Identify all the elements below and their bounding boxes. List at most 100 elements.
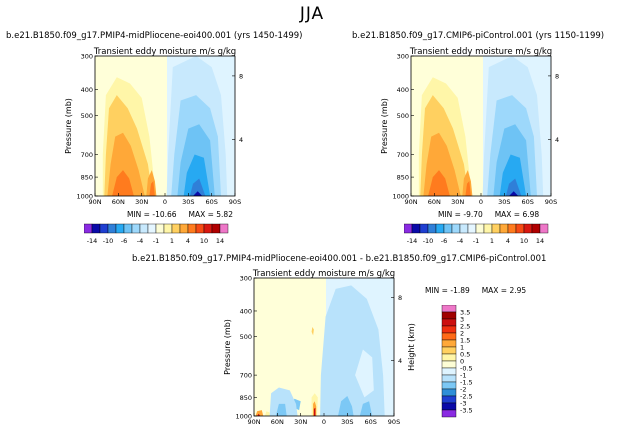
colorbar-swatch [441,395,457,404]
x-tick-label: 0 [322,418,326,426]
y-tick-label: 500 [81,112,93,120]
contour-band [257,413,261,416]
contour-band [505,178,522,196]
colorbar-swatch [99,223,109,234]
colorbar-swatch [523,223,533,234]
contour-band [359,401,373,416]
colorbar-label: -6 [121,237,127,245]
x-tick-label: 90S [545,198,557,206]
panel-1-run-title: b.e21.B1850.f09_g17.PMIP4-midPliocene-eo… [6,31,303,41]
colorbar-label: -1 [153,237,159,245]
y2-tick-label: 8 [398,294,402,302]
y-tick-label: 500 [397,112,409,120]
y-tick-label: 300 [397,53,409,61]
y-tick-label: 700 [240,372,252,380]
panel-2-colorbar: -14 -10 -6 -4 -1 1 4 10 14 [404,223,549,245]
colorbar-swatch [115,223,125,234]
plot-title: Transient eddy moisture m/s g/kg [409,47,552,57]
y2-tick-label: 4 [398,357,402,365]
colorbar-swatch [507,223,517,234]
colorbar-swatch [435,223,445,234]
y-tick-label: 850 [240,394,252,402]
colorbar-swatch [459,223,469,234]
colorbar-label: -1 [460,372,466,380]
colorbar-swatch [441,353,457,362]
y2-axis-label: Height (km) [407,323,416,371]
contour-band [255,410,264,416]
panel-1-max-label: MAX = [188,210,214,219]
colorbar-swatch [491,223,501,234]
colorbar-swatch [441,318,457,327]
panel-1-colorbar: -14 -10 -6 -4 -1 1 4 10 14 [84,223,229,245]
y2-tick-label: 8 [555,72,559,80]
colorbar-swatch [441,360,457,369]
contour-band [428,170,450,196]
colorbar-swatch [451,223,461,234]
colorbar-swatch [187,223,197,234]
colorbar-swatch [404,223,413,234]
colorbar-label: -10 [103,237,114,245]
colorbar-label: 14 [216,237,224,245]
x-tick-label: 60N [112,198,125,206]
colorbar-swatch [107,223,117,234]
colorbar-swatch [441,402,457,411]
colorbar-label: 4 [506,237,510,245]
panel-1-min-value: -10.66 [152,210,177,219]
panel-3-max-label: MAX = [481,286,508,295]
y-tick-label: 1000 [392,193,409,201]
colorbar-label: 1 [460,344,464,352]
y-tick-label: 300 [81,53,93,61]
x-tick-label: 30S [498,198,510,206]
contour-band [338,396,354,416]
colorbar-label: 2 [460,330,464,338]
colorbar-label: -0.5 [460,365,473,373]
colorbar-swatch [443,223,453,234]
x-tick-label: 90N [404,198,417,206]
colorbar-swatch [91,223,101,234]
colorbar-label: 0 [460,358,464,366]
colorbar-label: -4 [457,237,463,245]
contour-band [313,407,316,416]
contour-band [189,178,206,196]
plot-title: Transient eddy moisture m/s g/kg [252,269,395,279]
x-tick-label: 30S [182,198,194,206]
colorbar-label: -2.5 [460,393,473,401]
panel-2-min-value: -9.70 [463,210,483,219]
colorbar-swatch [515,223,525,234]
colorbar-swatch [441,367,457,376]
x-tick-label: 0 [163,198,167,206]
colorbar-swatch [441,305,457,313]
panel-2-chart: Transient eddy moisture m/s g/kg 90N 60N 30… [380,47,559,206]
contour-band [509,191,519,196]
colorbar-label: -6 [441,237,447,245]
panel-3-min-value: -1.89 [450,286,470,295]
panel-2-min-label: MIN = [438,210,461,219]
contour-band [112,170,134,196]
colorbar-swatch [483,223,493,234]
colorbar-swatch [427,223,437,234]
y-tick-label: 300 [240,275,252,283]
contour-band [355,349,374,398]
contour-band [183,154,211,196]
colorbar-swatch [411,223,421,234]
colorbar-swatch [171,223,181,234]
contour-band [311,327,314,336]
panel-1-chart: Transient eddy moisture m/s g/kg 90N 60N 30… [64,47,243,206]
x-tick-label: 30S [341,418,353,426]
colorbar-swatch [441,339,457,348]
colorbar-swatch [131,223,141,234]
colorbar-swatch [139,223,149,234]
x-tick-label: 90S [229,198,241,206]
x-tick-label: 60S [521,198,533,206]
x-tick-label: 60S [364,418,376,426]
contour-band [269,387,298,416]
colorbar-label: 1.5 [460,337,470,345]
colorbar-swatch [419,223,429,234]
colorbar-swatch [441,346,457,355]
colorbar-label: 10 [520,237,528,245]
colorbar-label: -1.5 [460,379,473,387]
colorbar-swatch [441,325,457,334]
y-tick-label: 400 [240,307,252,315]
x-tick-label: 60S [205,198,217,206]
y-tick-label: 850 [397,174,409,182]
